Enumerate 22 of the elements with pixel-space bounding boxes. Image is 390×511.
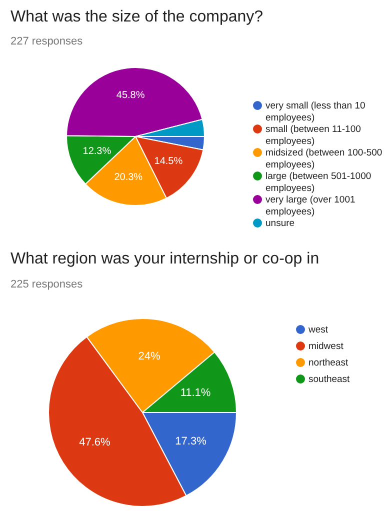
legend-label: large (between 501-1000 employees) [266,171,372,194]
legend-label: very small (less than 10 employees) [266,100,366,124]
data-label: 12.3% [82,146,112,158]
data-label: 45.8% [116,90,145,101]
legend-label: west [308,324,328,336]
chart-title: What region was your internship or co-op in [10,250,320,268]
chart-title: What was the size of the company? [10,8,264,26]
legend-label: very large (over 1001 employees) [266,194,356,218]
legend-label: unsure [266,218,295,229]
legend-label: midsized (between 100-500 employees) [266,148,382,171]
chart-subtitle: 225 responses [10,278,84,290]
data-label: 24% [138,350,160,362]
data-label: 17.3% [175,436,207,448]
data-label: 20.3% [114,172,143,183]
legend-label: northeast [308,358,348,368]
legend-label: midwest [308,341,344,352]
legend-label: small (between 11-100 employees) [266,124,361,148]
data-label: 14.5% [154,156,183,168]
legend-label: southeast [308,374,350,385]
chart-subtitle: 227 responses [10,36,84,48]
data-label: 47.6% [79,436,111,448]
data-label: 11.1% [180,387,211,400]
